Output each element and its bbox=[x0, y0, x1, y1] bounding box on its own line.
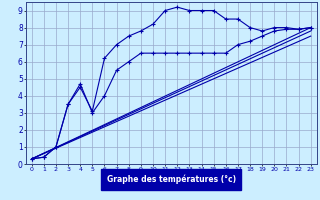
X-axis label: Graphe des températures (°c): Graphe des températures (°c) bbox=[107, 175, 236, 184]
